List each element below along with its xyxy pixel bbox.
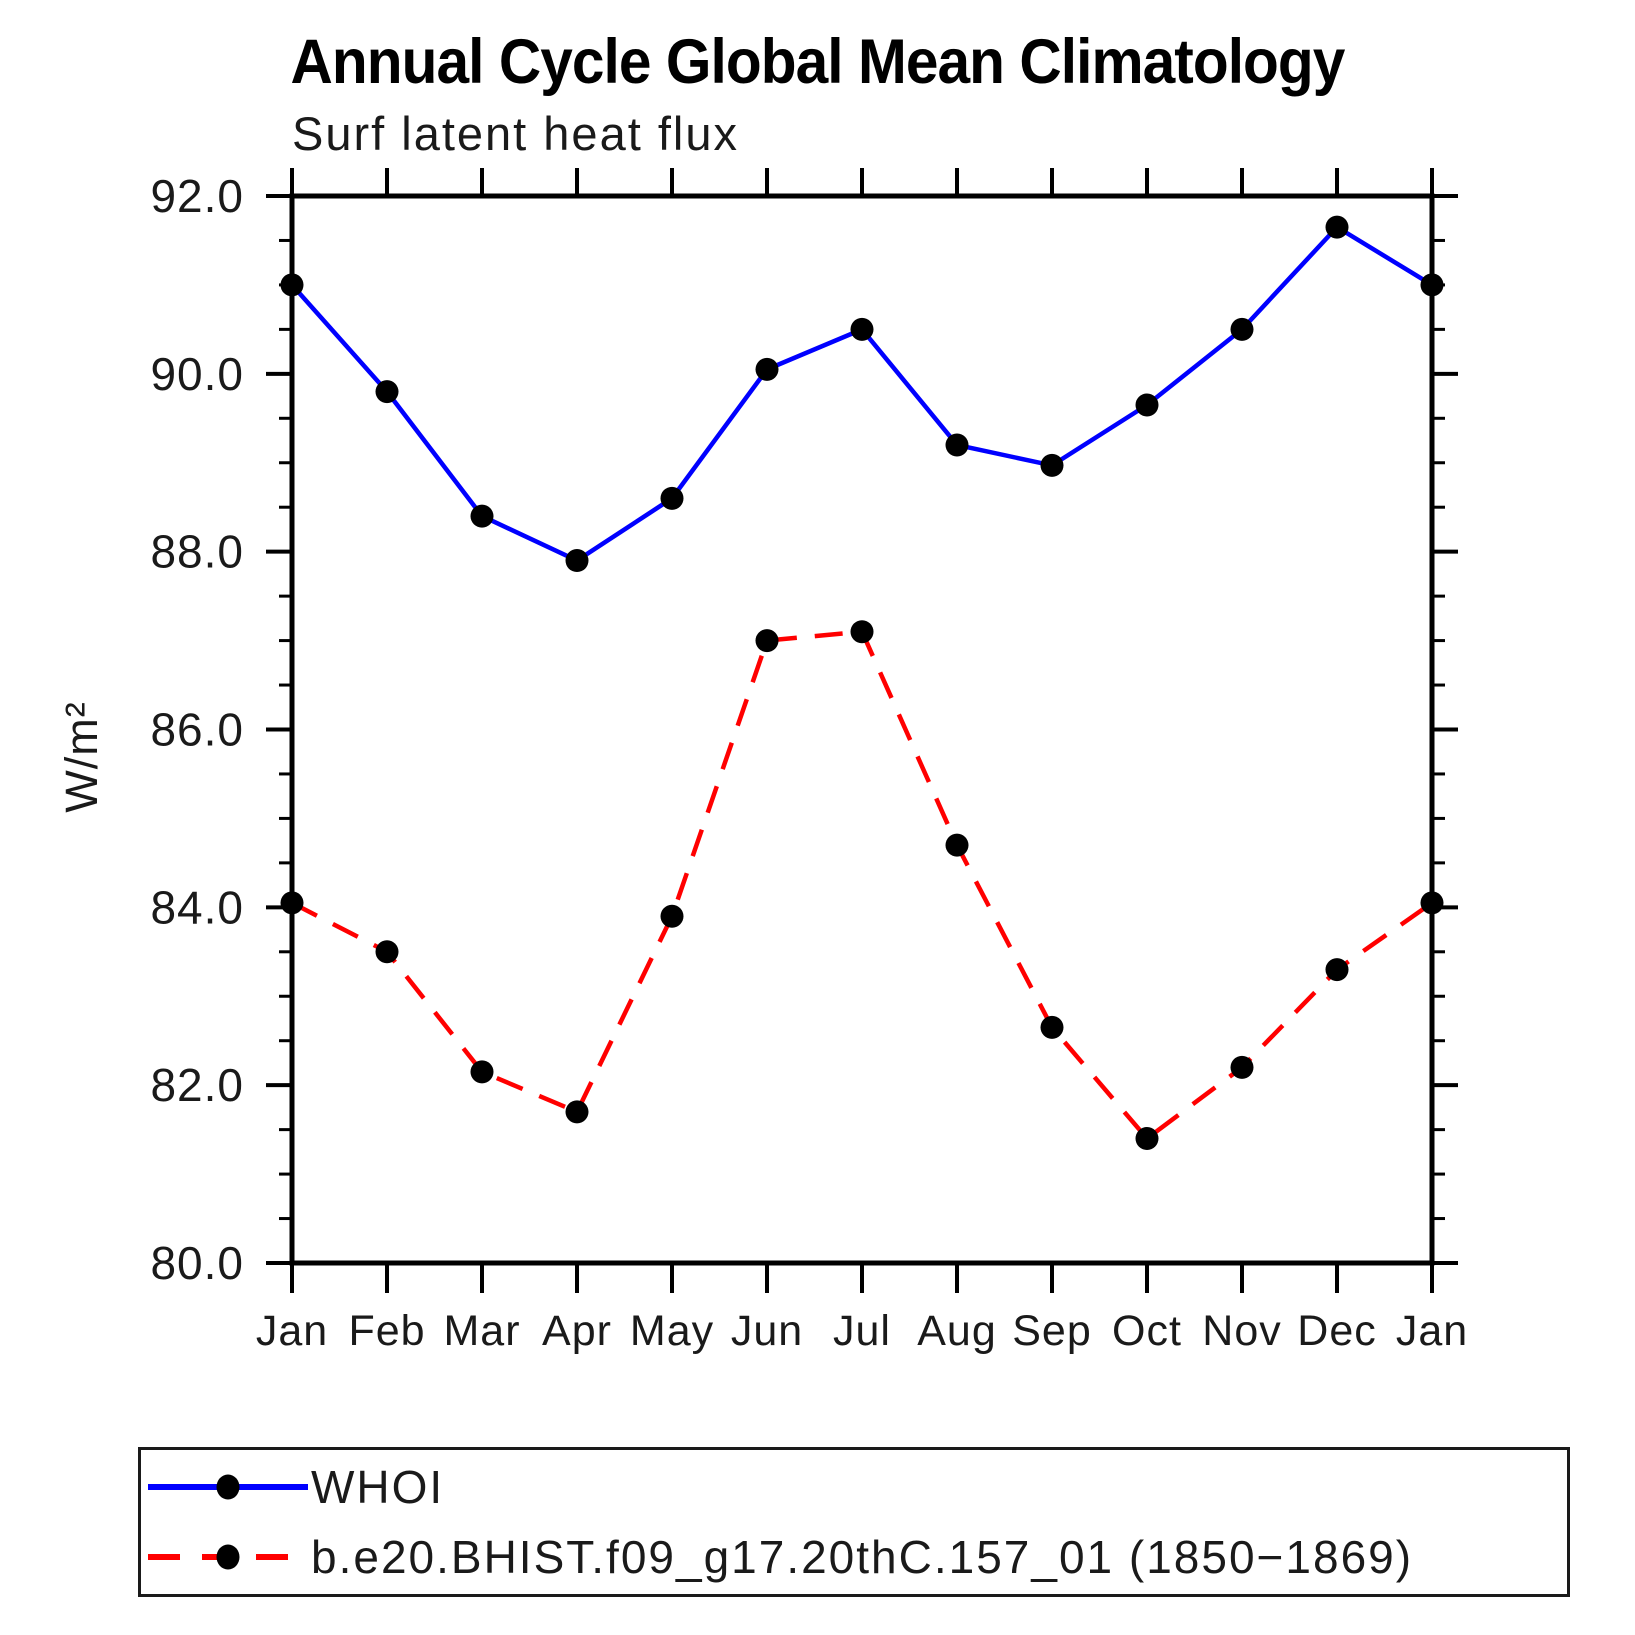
x-tick-label: Dec [1297,1307,1376,1355]
y-tick-label: 82.0 [150,1059,244,1111]
x-tick-label: Jul [833,1307,891,1355]
x-tick-label: Jan [1396,1307,1468,1355]
x-tick-label: Jun [731,1307,803,1355]
y-tick-label: 92.0 [150,170,244,222]
data-point-marker [470,1060,494,1084]
data-point-marker [375,380,399,404]
x-tick-label: Sep [1012,1307,1092,1355]
legend-line-sample [148,1472,308,1502]
data-point-marker [1230,317,1254,341]
y-tick-label: 80.0 [150,1237,244,1289]
y-tick-label: 88.0 [150,526,244,578]
data-point-marker [1325,215,1349,239]
data-point-marker [470,504,494,528]
data-point-marker [1135,1127,1159,1151]
y-tick-label: 90.0 [150,348,244,400]
x-tick-label: May [630,1307,714,1355]
data-point-marker [1230,1055,1254,1079]
series-line-0 [290,224,1434,564]
y-tick-label: 84.0 [150,881,244,933]
data-point-marker [375,940,399,964]
data-point-marker [945,833,969,857]
x-tick-label: Oct [1112,1307,1182,1355]
data-point-marker [1040,1015,1064,1039]
data-point-marker [280,891,304,915]
data-point-marker [755,629,779,653]
legend-marker-dot [216,1544,240,1570]
chart-subtitle: Surf latent heat flux [292,107,739,160]
plot-frame [289,193,1435,1266]
data-point-marker [660,486,684,510]
legend-label: WHOI [311,1461,445,1514]
data-point-marker [850,620,874,644]
data-point-marker [945,433,969,457]
x-tick-label: Mar [443,1307,520,1355]
legend-label: b.e20.BHIST.f09_g17.20thC.157_01 (1850−1… [311,1530,1414,1583]
data-point-marker [1420,891,1444,915]
legend-marker-dot [216,1474,240,1500]
chart-title: Annual Cycle Global Mean Climatology [290,27,1346,97]
x-tick-label: Nov [1202,1307,1281,1355]
y-tick-label: 86.0 [150,704,244,756]
data-point-marker [1420,273,1444,297]
legend-entry-model: b.e20.BHIST.f09_g17.20thC.157_01 (1850−1… [141,1525,1567,1589]
data-point-marker [565,1100,589,1124]
data-point-marker [755,357,779,381]
series-line-1 [290,629,1434,1142]
data-point-marker [850,317,874,341]
legend-box: WHOI b.e20.BHIST.f09_g17.20thC.157_01 (1… [138,1447,1570,1597]
legend-entry-whoi: WHOI [141,1455,1567,1519]
x-tick-label: Jan [256,1307,328,1355]
data-point-marker [565,549,589,573]
x-tick-label: Apr [542,1307,612,1355]
data-point-marker [1325,958,1349,982]
data-point-marker [1040,453,1064,477]
data-point-marker [280,273,304,297]
data-point-marker [1135,393,1159,417]
x-tick-label: Aug [917,1307,997,1355]
data-point-marker [660,904,684,928]
legend-line-sample [148,1542,308,1572]
x-tick-label: Feb [348,1307,425,1355]
